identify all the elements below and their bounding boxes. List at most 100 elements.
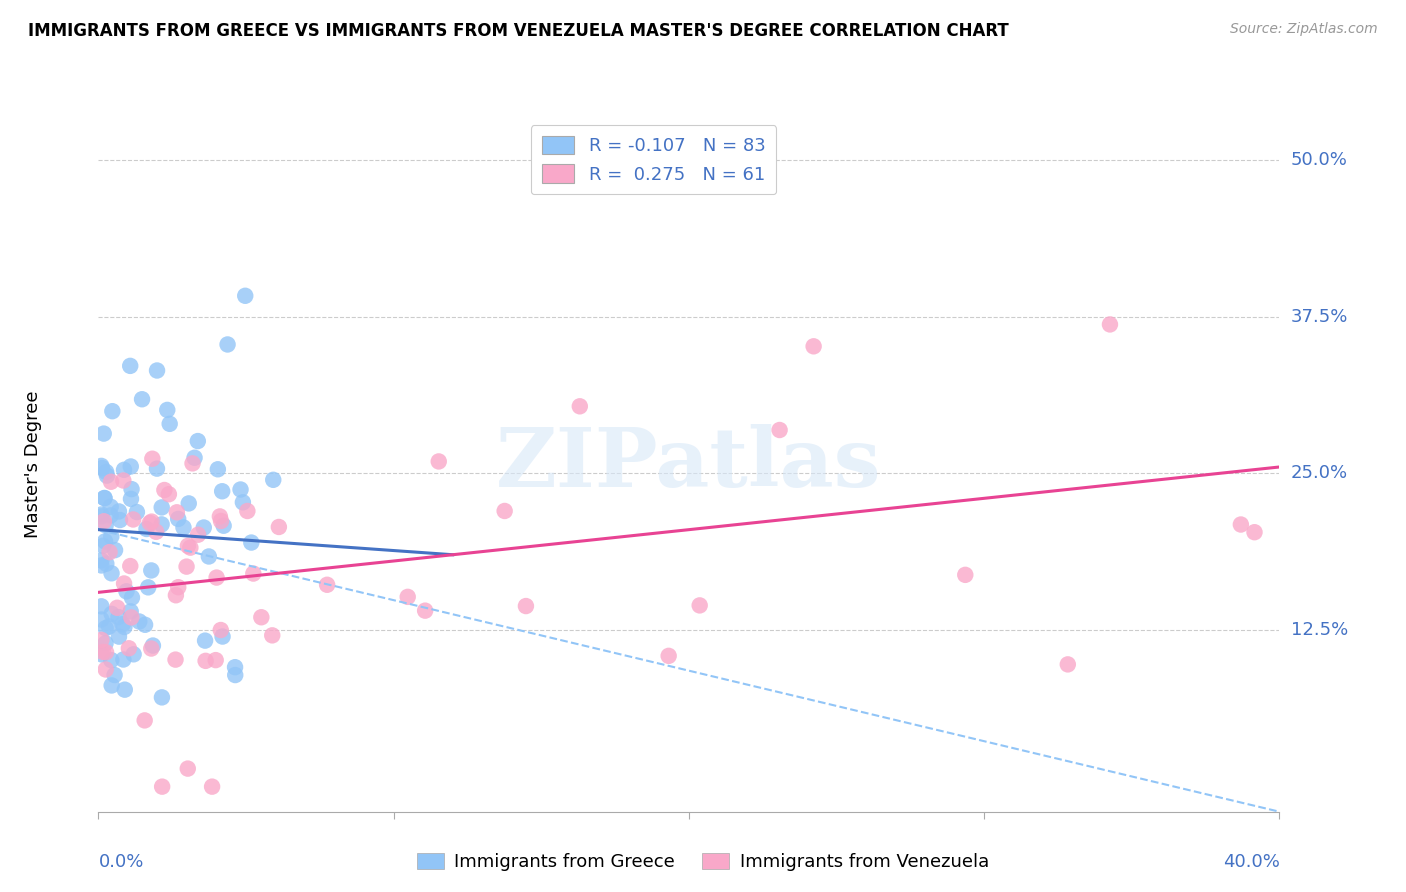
Point <box>205 571 228 585</box>
Point <box>194 654 217 668</box>
Point <box>90 648 112 662</box>
Text: 50.0%: 50.0% <box>1291 151 1347 169</box>
Point <box>100 475 122 489</box>
Point <box>91 645 114 659</box>
Text: 25.0%: 25.0% <box>1291 464 1348 483</box>
Point <box>94 465 117 479</box>
Point <box>93 426 115 441</box>
Point <box>112 576 135 591</box>
Point <box>98 545 121 559</box>
Point <box>100 500 122 514</box>
Point <box>115 584 138 599</box>
Point <box>150 517 173 532</box>
Text: IMMIGRANTS FROM GREECE VS IMMIGRANTS FROM VENEZUELA MASTER'S DEGREE CORRELATION : IMMIGRANTS FROM GREECE VS IMMIGRANTS FRO… <box>28 22 1010 40</box>
Text: Master's Degree: Master's Degree <box>24 390 42 538</box>
Point <box>120 359 142 373</box>
Point <box>94 663 117 677</box>
Point <box>90 553 112 567</box>
Point <box>125 505 148 519</box>
Point <box>236 504 259 518</box>
Point <box>90 558 112 573</box>
Point <box>181 456 204 470</box>
Point <box>122 648 145 662</box>
Point <box>201 780 224 794</box>
Point <box>100 530 122 544</box>
Point <box>100 508 122 523</box>
Point <box>167 580 190 594</box>
Point <box>157 487 180 501</box>
Point <box>114 682 136 697</box>
Point <box>146 461 169 475</box>
Point <box>262 473 284 487</box>
Point <box>165 588 187 602</box>
Point <box>224 668 246 682</box>
Text: 37.5%: 37.5% <box>1291 308 1348 326</box>
Point <box>145 524 167 539</box>
Point <box>134 617 156 632</box>
Point <box>217 337 239 351</box>
Point <box>94 518 117 533</box>
Point <box>90 599 112 614</box>
Point <box>108 504 131 518</box>
Point <box>187 527 209 541</box>
Point <box>90 509 112 524</box>
Point <box>121 482 143 496</box>
Point <box>101 404 124 418</box>
Point <box>568 399 591 413</box>
Point <box>176 559 198 574</box>
Point <box>122 512 145 526</box>
Point <box>494 504 516 518</box>
Point <box>187 434 209 448</box>
Point <box>768 423 790 437</box>
Point <box>250 610 273 624</box>
Point <box>413 604 436 618</box>
Point <box>166 505 188 519</box>
Point <box>100 678 122 692</box>
Point <box>240 535 263 549</box>
Point <box>1056 657 1078 672</box>
Point <box>150 500 173 515</box>
Point <box>159 417 181 431</box>
Point <box>105 600 128 615</box>
Point <box>242 566 264 581</box>
Point <box>150 780 173 794</box>
Point <box>689 599 711 613</box>
Text: 40.0%: 40.0% <box>1223 854 1279 871</box>
Point <box>142 639 165 653</box>
Point <box>100 653 122 667</box>
Point <box>212 518 235 533</box>
Point <box>141 451 163 466</box>
Point <box>90 458 112 473</box>
Legend: Immigrants from Greece, Immigrants from Venezuela: Immigrants from Greece, Immigrants from … <box>409 846 997 879</box>
Text: ZIPatlas: ZIPatlas <box>496 424 882 504</box>
Point <box>658 648 681 663</box>
Point <box>204 653 226 667</box>
Point <box>93 491 115 505</box>
Point <box>98 619 121 633</box>
Point <box>209 623 232 637</box>
Text: 0.0%: 0.0% <box>98 854 143 871</box>
Point <box>177 762 200 776</box>
Point <box>112 652 135 666</box>
Text: Source: ZipAtlas.com: Source: ZipAtlas.com <box>1230 22 1378 37</box>
Point <box>131 392 153 407</box>
Point <box>94 645 117 659</box>
Point <box>224 660 246 674</box>
Point <box>94 636 117 650</box>
Point <box>94 621 117 635</box>
Legend: R = -0.107   N = 83, R =  0.275   N = 61: R = -0.107 N = 83, R = 0.275 N = 61 <box>531 125 776 194</box>
Point <box>108 513 131 527</box>
Point <box>136 580 159 594</box>
Point <box>100 566 122 581</box>
Point <box>1230 517 1253 532</box>
Point <box>90 613 112 627</box>
Point <box>139 516 162 530</box>
Point <box>90 508 112 522</box>
Point <box>120 491 142 506</box>
Point <box>93 514 115 528</box>
Point <box>955 567 977 582</box>
Point <box>803 339 825 353</box>
Point <box>229 483 252 497</box>
Point <box>153 483 176 497</box>
Point <box>112 463 135 477</box>
